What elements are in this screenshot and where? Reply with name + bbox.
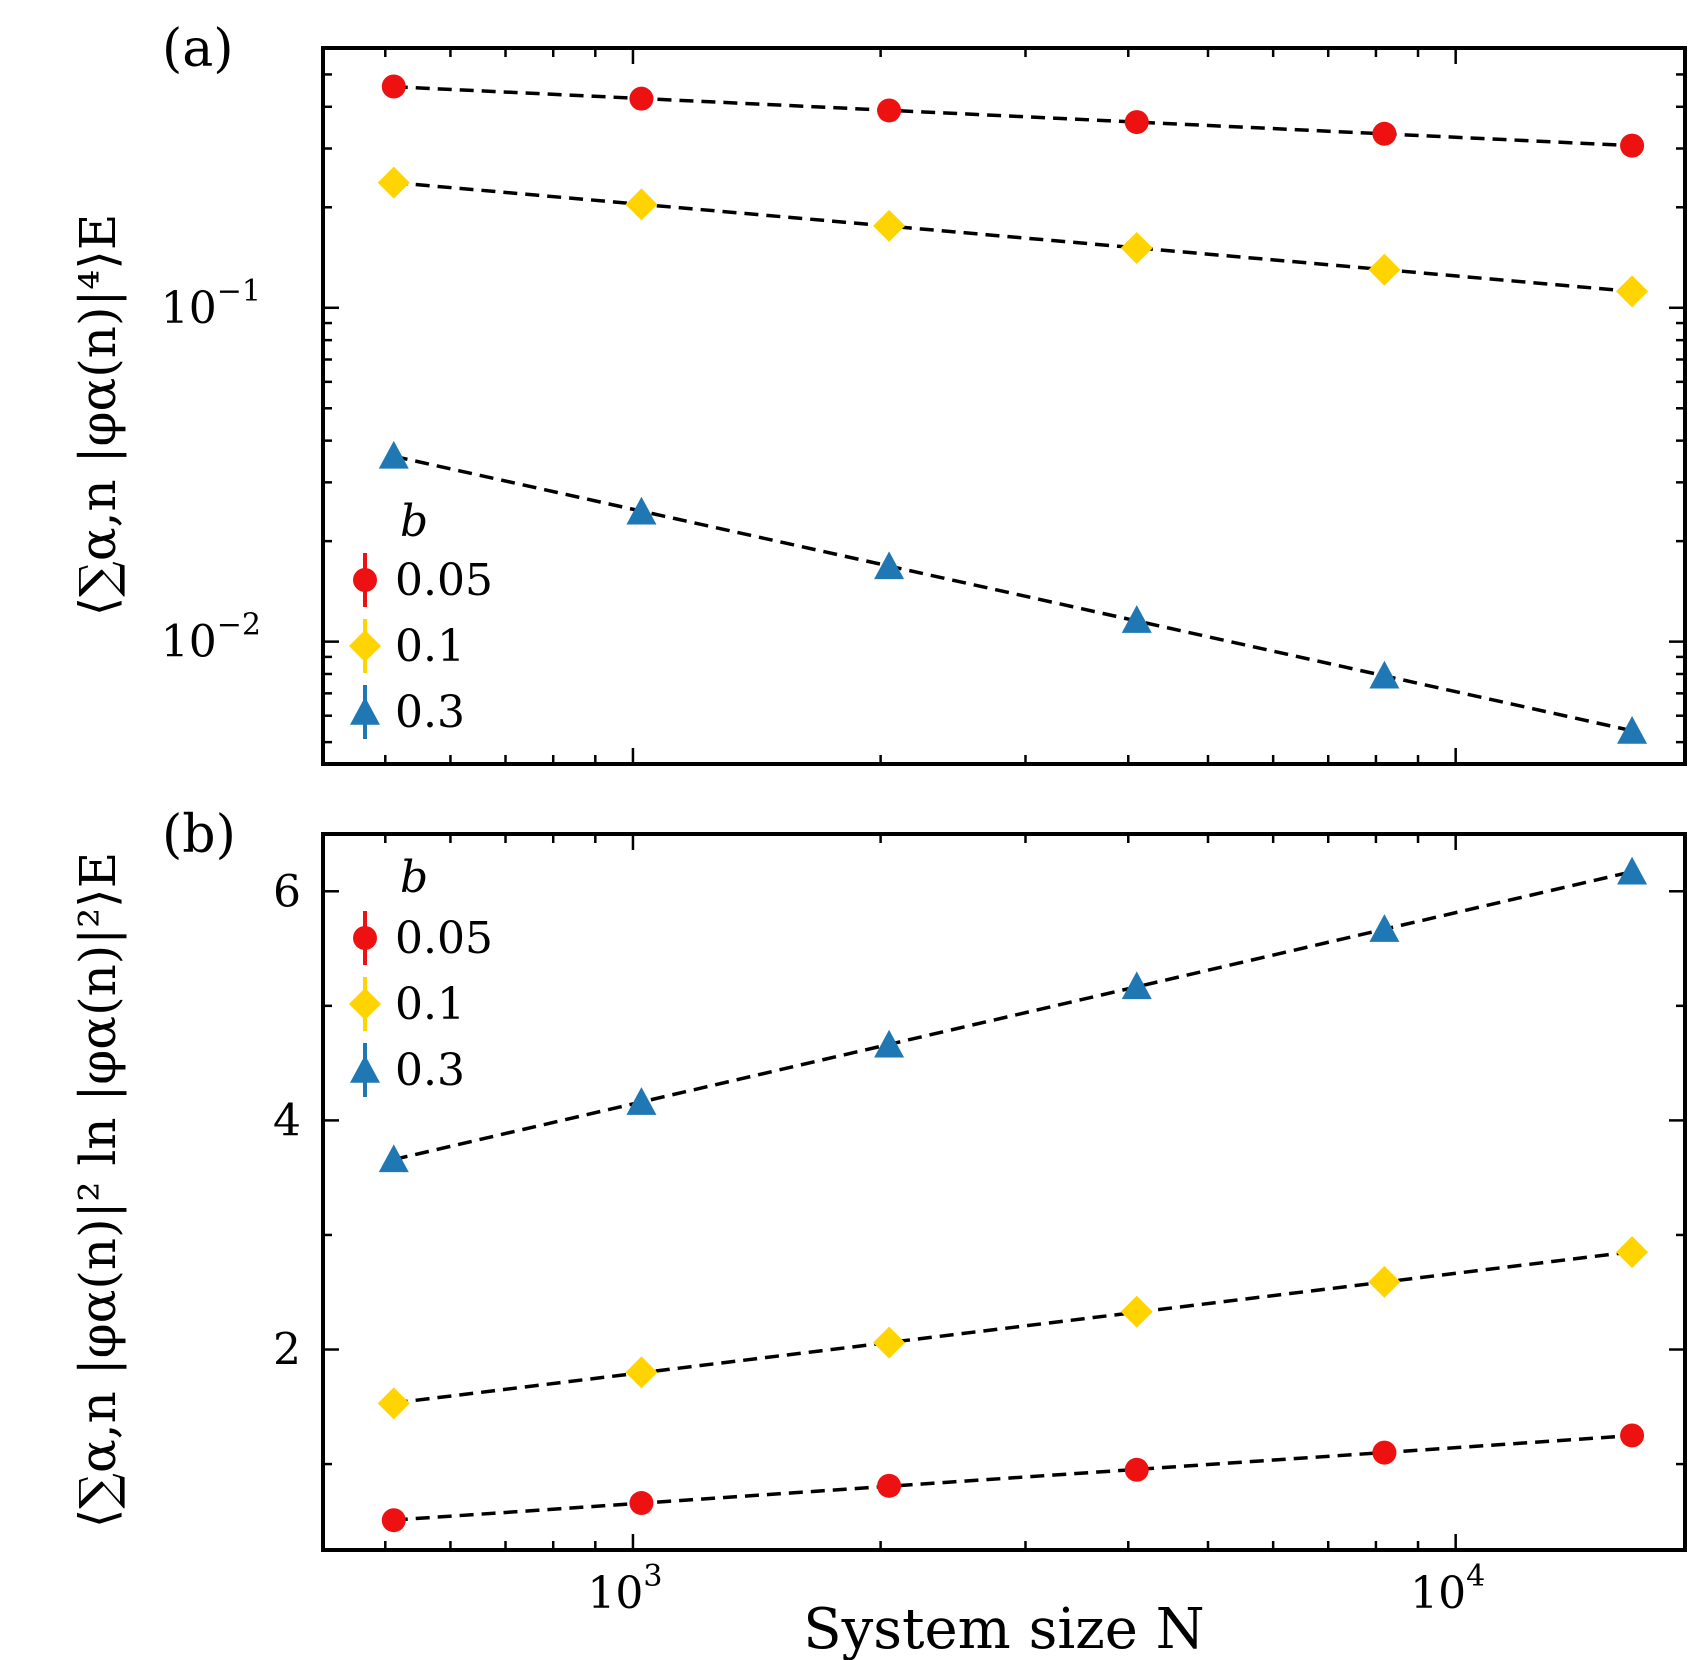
data-point-0.1: [377, 1387, 410, 1420]
data-point-0.1: [625, 1356, 658, 1389]
legend-marker-0.3: [350, 1055, 380, 1083]
panel-b-axes: 103 104 2 4 6: [273, 834, 1685, 1619]
fit-line-0.05: [393, 1433, 1633, 1522]
data-point-0.1: [1368, 1265, 1401, 1298]
data-point-0.1: [1616, 275, 1649, 308]
panel-b-fit-lines: [393, 869, 1633, 1522]
legend-label-0.3: 0.3: [395, 1045, 465, 1096]
data-point-0.05: [381, 1508, 406, 1533]
data-point-0.05: [1124, 1457, 1149, 1482]
data-point-0.1: [625, 188, 658, 221]
legend-label-0.3: 0.3: [395, 687, 465, 738]
data-point-0.3: [1369, 914, 1400, 942]
legend-marker-0.1: [349, 630, 381, 662]
panel-a: (a) 10−1 10−2 ⟨∑α,n |φα(n)|⁴⟩E b 0.05 0.1 0…: [69, 19, 1687, 766]
data-point-0.3: [874, 1029, 905, 1058]
panel-b-frame: [321, 832, 1687, 1552]
panel-a-frame: [321, 46, 1687, 766]
legend-label-0.1: 0.1: [395, 979, 465, 1030]
data-point-0.05: [381, 74, 406, 99]
data-point-0.3: [626, 1087, 657, 1115]
panel-a-ylabel: ⟨∑α,n |φα(n)|⁴⟩E: [69, 214, 127, 617]
data-point-0.1: [1120, 1295, 1153, 1328]
y-tick-label: 10−1: [161, 274, 261, 334]
data-point-0.3: [1617, 715, 1648, 744]
legend-label-0.05: 0.05: [395, 555, 493, 606]
panel-b-ylabel-text: ⟨∑α,n |φα(n)|² ln |φα(n)|²⟩E: [69, 852, 127, 1528]
fit-line-0.3: [393, 869, 1633, 1162]
data-point-0.3: [1121, 605, 1152, 633]
y-tick-label: 10−2: [161, 608, 261, 668]
x-tick-exponent: 4: [1466, 1559, 1485, 1594]
panel-a-label: (a): [162, 19, 234, 79]
data-point-0.05: [877, 1473, 902, 1498]
data-point-0.1: [873, 209, 906, 242]
data-point-0.05: [1124, 110, 1149, 135]
data-point-0.3: [1617, 856, 1648, 885]
fit-line-0.1: [393, 1250, 1633, 1405]
data-point-0.05: [1372, 121, 1397, 146]
panel-b-legend: b 0.05 0.1 0.3: [349, 852, 493, 1097]
legend-marker-0.1: [349, 988, 381, 1020]
y-tick-label: 2: [273, 1325, 301, 1376]
data-point-0.3: [626, 496, 657, 525]
fit-line-0.05: [393, 84, 1633, 148]
panel-a-legend: b 0.05 0.1 0.3: [349, 496, 493, 739]
fit-line-0.3: [393, 454, 1633, 733]
legend-a-title: b: [400, 496, 428, 547]
legend-label-0.05: 0.05: [395, 913, 493, 964]
data-point-0.1: [1368, 253, 1401, 286]
panel-a-axes: 10−1 10−2: [161, 46, 1685, 764]
data-point-0.3: [874, 551, 905, 580]
y-tick-label: 6: [273, 866, 301, 917]
x-tick-label: 103: [587, 1559, 662, 1619]
data-point-0.05: [877, 98, 902, 123]
data-point-0.05: [1620, 1423, 1645, 1448]
legend-marker-0.05: [353, 568, 377, 592]
data-point-0.1: [1120, 232, 1153, 265]
panel-b-label: (b): [162, 805, 236, 865]
data-point-0.3: [378, 1144, 409, 1173]
y-tick-exponent: −2: [217, 608, 261, 643]
data-point-0.1: [1616, 1236, 1649, 1269]
panel-b-ylabel: ⟨∑α,n |φα(n)|² ln |φα(n)|²⟩E: [69, 852, 127, 1528]
legend-label-0.1: 0.1: [395, 621, 465, 672]
legend-marker-0.3: [350, 697, 380, 725]
y-tick-exponent: −1: [217, 274, 261, 309]
data-point-0.05: [629, 1491, 654, 1516]
data-point-0.05: [1620, 133, 1645, 158]
y-tick-label: 4: [273, 1095, 301, 1146]
x-tick-exponent: 3: [643, 1559, 662, 1594]
data-point-0.05: [629, 86, 654, 111]
legend-marker-0.05: [353, 926, 377, 950]
data-point-0.1: [873, 1326, 906, 1359]
data-point-0.3: [378, 440, 409, 469]
x-tick-label: 104: [1410, 1559, 1485, 1619]
legend-b-title: b: [400, 852, 428, 903]
data-point-0.1: [377, 166, 410, 199]
data-point-0.3: [1121, 971, 1152, 1000]
panel-a-fit-lines: [393, 84, 1633, 733]
fit-line-0.1: [393, 180, 1633, 294]
panel-a-points: [377, 74, 1649, 744]
x-axis-title: System size N: [803, 1597, 1204, 1660]
panel-a-ylabel-text: ⟨∑α,n |φα(n)|⁴⟩E: [69, 214, 127, 617]
panel-b: (b) 103 104 2 4 6 ⟨∑α,n |φα(n)|² ln |φα(n)|²…: [69, 805, 1687, 1660]
panel-b-points: [377, 856, 1649, 1533]
data-point-0.05: [1372, 1440, 1397, 1465]
data-point-0.3: [1369, 660, 1400, 689]
